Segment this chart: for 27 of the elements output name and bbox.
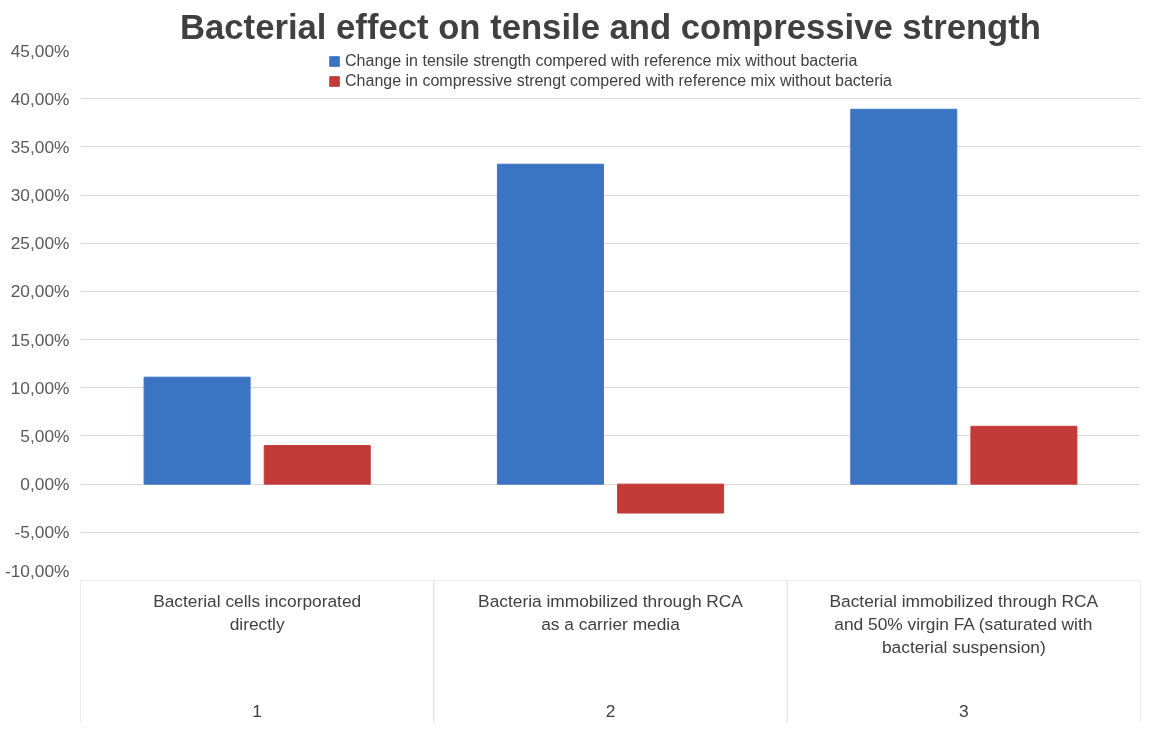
bar <box>617 483 725 514</box>
bar <box>496 163 604 485</box>
text: 3 <box>959 701 969 722</box>
legend-label: Change in tensile strength compered with reference mix without bacteria <box>345 52 858 70</box>
y-tick-label: 0,00% <box>20 474 70 495</box>
text: 2 <box>605 701 616 722</box>
y-tick-label: -5,00% <box>14 522 70 543</box>
chart-title: Bacterial effect on tensile and compressive strength <box>180 7 1041 46</box>
y-tick-label: 25,00% <box>10 233 70 254</box>
y-tick-label: 10,00% <box>10 377 70 398</box>
legend-label: Change in compressive strengt compered with reference mix without bacteria <box>345 72 892 90</box>
bar <box>143 376 251 485</box>
bar <box>263 445 371 485</box>
y-tick-label: 5,00% <box>20 425 70 446</box>
y-tick-label: 30,00% <box>10 185 70 206</box>
text: 1 <box>252 701 262 722</box>
x-tick-label: Bacterial immobilized through RCA and 50% virgin FA (saturated with bacterial suspension) <box>829 591 1099 657</box>
y-tick-label: 15,00% <box>10 329 70 350</box>
y-tick-label: 20,00% <box>10 281 70 302</box>
y-tick-label: 45,00% <box>10 40 70 61</box>
x-tick-label: Bacterial cells incorporated directly <box>153 591 362 635</box>
bar <box>850 108 958 485</box>
x-tick-label: Bacteria immobilized through RCA as a carrier media <box>478 591 744 635</box>
y-tick-label: 35,00% <box>10 136 70 157</box>
bar <box>970 425 1078 485</box>
y-tick-label: 40,00% <box>10 88 70 109</box>
y-tick-label: -10,00% <box>4 560 70 581</box>
